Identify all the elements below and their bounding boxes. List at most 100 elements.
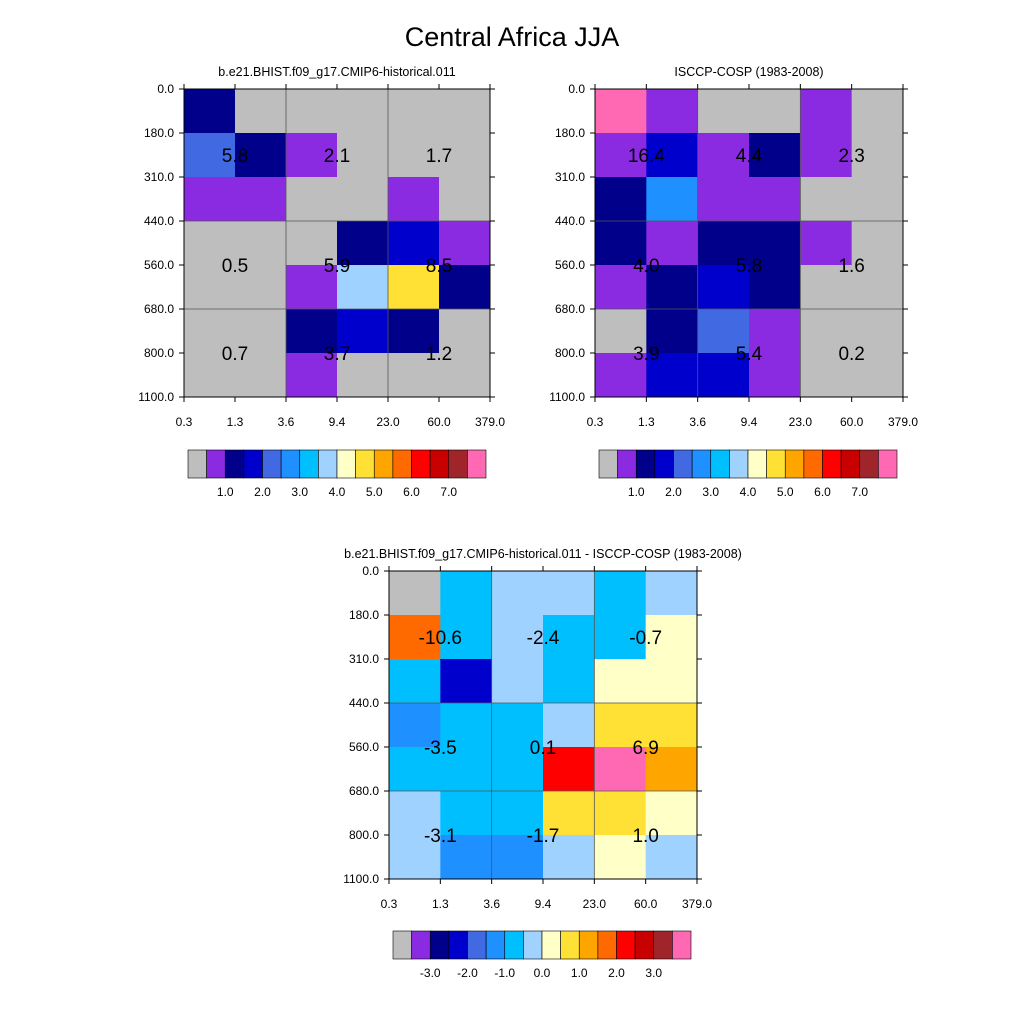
block-value-label: 0.2 bbox=[838, 344, 864, 365]
block-value-label: 2.3 bbox=[838, 146, 864, 167]
colorbar-label: 1.0 bbox=[217, 485, 234, 499]
colorbar-swatch bbox=[429, 449, 450, 479]
block-value-label: 5.8 bbox=[222, 146, 248, 167]
colorbar-swatch bbox=[634, 930, 655, 960]
colorbar-swatch bbox=[635, 449, 656, 479]
heatmap-cell bbox=[594, 835, 647, 880]
heatmap-cell bbox=[388, 221, 440, 266]
colorbar-label: 4.0 bbox=[740, 485, 757, 499]
heatmap-cell bbox=[388, 353, 440, 398]
heatmap-cell bbox=[286, 89, 338, 134]
heatmap-cell bbox=[389, 659, 441, 704]
colorbar-label: 1.0 bbox=[571, 966, 588, 980]
block-value-label: 1.7 bbox=[426, 146, 452, 167]
colorbar-swatch bbox=[318, 449, 338, 479]
heatmap-cell bbox=[749, 265, 801, 310]
colorbar-swatch bbox=[262, 449, 282, 479]
heatmap-cell bbox=[851, 265, 904, 310]
block-value-label: 6.9 bbox=[632, 738, 658, 759]
x-tick-label: 1.3 bbox=[432, 897, 449, 911]
block-value-label: 4.4 bbox=[736, 146, 763, 167]
y-tick-label: 800.0 bbox=[555, 346, 585, 360]
heatmap-cell bbox=[851, 89, 904, 134]
heatmap-cell bbox=[337, 133, 389, 178]
heatmap-cell bbox=[697, 265, 750, 310]
colorbar-swatch bbox=[691, 449, 712, 479]
x-tick-label: 23.0 bbox=[583, 897, 607, 911]
heatmap-cell bbox=[595, 353, 647, 398]
y-tick-label: 0.0 bbox=[157, 82, 174, 96]
colorbar-swatch bbox=[617, 449, 637, 479]
heatmap-cell bbox=[440, 615, 493, 660]
heatmap-cell bbox=[184, 353, 236, 398]
heatmap-cell bbox=[440, 835, 493, 880]
panel-title: b.e21.BHIST.f09_g17.CMIP6-historical.011 bbox=[218, 65, 455, 79]
block-value-label: 1.0 bbox=[632, 826, 658, 847]
heatmap-cell bbox=[851, 133, 904, 178]
heatmap-cell bbox=[645, 703, 698, 748]
heatmap-cell bbox=[440, 703, 493, 748]
heatmap-cell bbox=[595, 221, 647, 266]
colorbar-swatch bbox=[355, 449, 375, 479]
colorbar-swatch bbox=[280, 449, 301, 479]
colorbar-swatch bbox=[616, 930, 636, 960]
heatmap-cell bbox=[286, 309, 338, 354]
heatmap-cell bbox=[594, 571, 647, 616]
heatmap-cell bbox=[543, 615, 595, 660]
colorbar-swatch bbox=[878, 449, 898, 479]
x-tick-label: 9.4 bbox=[329, 415, 346, 429]
y-tick-label: 0.0 bbox=[362, 564, 379, 578]
heatmap-cell bbox=[389, 747, 441, 792]
heatmap-cell bbox=[543, 747, 595, 792]
heatmap-cell bbox=[646, 177, 699, 222]
colorbar-label: 3.0 bbox=[645, 966, 662, 980]
heatmap-cell bbox=[800, 353, 853, 398]
y-tick-label: 180.0 bbox=[144, 126, 174, 140]
x-tick-label: 1.3 bbox=[638, 415, 655, 429]
block-value-label: 8.5 bbox=[426, 256, 452, 277]
colorbar-swatch bbox=[448, 930, 468, 960]
heatmap-cell bbox=[749, 309, 801, 354]
colorbar-swatch bbox=[373, 449, 394, 479]
colorbar-swatch bbox=[467, 449, 487, 479]
x-tick-label: 9.4 bbox=[535, 897, 552, 911]
x-tick-label: 1.3 bbox=[227, 415, 244, 429]
heatmap-cell bbox=[697, 89, 750, 134]
colorbar-swatch bbox=[729, 449, 749, 479]
block-value-label: 16.4 bbox=[628, 146, 665, 167]
colorbar-swatch bbox=[224, 449, 245, 479]
block-value-label: -0.7 bbox=[629, 628, 662, 649]
colorbar-swatch bbox=[560, 930, 580, 960]
heatmap-panel-2: ISCCP-COSP (1983-2008) 0.3 1.3 3.6 9.4 23.0 60… bbox=[549, 65, 918, 499]
heatmap-cell bbox=[440, 659, 493, 704]
heatmap-cell bbox=[440, 571, 493, 616]
heatmap-cell bbox=[595, 133, 647, 178]
heatmap-cell bbox=[645, 791, 698, 836]
y-tick-label: 1100.0 bbox=[138, 390, 174, 404]
block-value-label: -10.6 bbox=[419, 628, 462, 649]
heatmap-cell bbox=[645, 835, 698, 880]
heatmap-cell bbox=[645, 659, 698, 704]
y-tick-label: 680.0 bbox=[555, 302, 585, 316]
heatmap-cell bbox=[594, 791, 647, 836]
heatmap-cell bbox=[235, 89, 287, 134]
heatmap-cell bbox=[543, 659, 595, 704]
colorbar-label: 6.0 bbox=[403, 485, 420, 499]
heatmap-cell bbox=[543, 791, 595, 836]
block-value-label: -3.5 bbox=[424, 738, 457, 759]
heatmap-cell bbox=[286, 177, 338, 222]
heatmap-cell bbox=[646, 265, 699, 310]
heatmap-cell bbox=[388, 133, 440, 178]
colorbar-swatch bbox=[766, 449, 786, 479]
heatmap-cell bbox=[337, 89, 389, 134]
colorbar-swatch bbox=[523, 930, 543, 960]
heatmap-cell bbox=[491, 703, 544, 748]
heatmap-cell bbox=[491, 659, 544, 704]
x-tick-label: 0.3 bbox=[176, 415, 193, 429]
heatmap-cell bbox=[646, 89, 699, 134]
colorbar-swatch bbox=[822, 449, 842, 479]
heatmap-cell bbox=[439, 89, 491, 134]
colorbar-label: 5.0 bbox=[366, 485, 383, 499]
colorbar-label: 2.0 bbox=[608, 966, 625, 980]
heatmap-cell bbox=[851, 309, 904, 354]
